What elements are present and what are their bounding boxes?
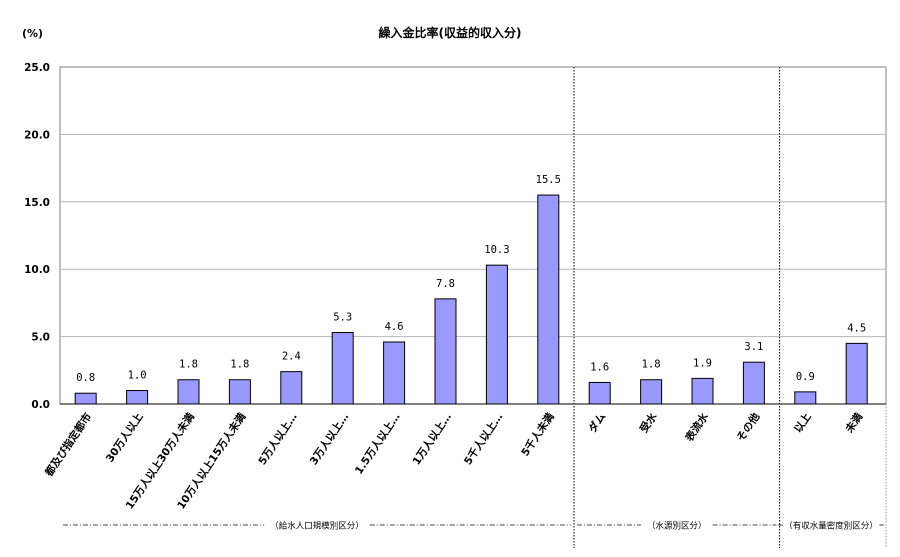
value-label: 2.4 (282, 351, 301, 363)
y-unit-label: (%) (22, 27, 43, 40)
value-label: 10.3 (484, 244, 509, 256)
bar (331, 332, 354, 405)
x-tick-label: 30万人以上 (103, 410, 146, 465)
value-label: 1.8 (642, 359, 661, 371)
gridlines (59, 66, 887, 548)
group-label: （水源別区分） (647, 521, 707, 532)
y-tick-label: 10.0 (24, 264, 50, 276)
bar (640, 379, 663, 405)
bar (794, 391, 817, 405)
x-tick-label: 受水 (637, 410, 660, 435)
value-label: 1.8 (230, 359, 249, 371)
x-tick-label: 都及び指定都市 (42, 410, 95, 479)
bar (537, 194, 560, 405)
x-tick-label: その他 (734, 410, 763, 444)
value-label: 0.8 (76, 372, 95, 384)
value-label: 0.9 (796, 371, 815, 383)
bar (228, 379, 251, 405)
bar (845, 342, 868, 405)
value-label: 1.6 (590, 361, 609, 373)
value-label: 4.6 (385, 321, 404, 333)
bar (691, 377, 714, 405)
x-tick-label: 5千人未満 (518, 410, 557, 459)
x-tick-label: 3万人以上… (307, 410, 351, 467)
x-tick-label: ダム (586, 410, 609, 435)
group-labels: （給水人口規模別区分） （水源別区分） （有収水量密度別区分） (63, 521, 884, 532)
x-tick-label: 1万人以上… (410, 410, 454, 467)
value-label: 4.5 (847, 322, 866, 334)
value-label: 1.0 (128, 370, 147, 382)
y-tick-label: 15.0 (24, 197, 50, 209)
value-label: 15.5 (536, 174, 561, 186)
x-tick-label: 以上 (791, 410, 814, 435)
bar (383, 341, 406, 405)
value-label: 1.9 (693, 357, 712, 369)
bar (177, 379, 200, 405)
group-label: （給水人口規模別区分） (270, 521, 364, 532)
y-axis: 0.0 5.0 10.0 15.0 20.0 25.0 (24, 62, 50, 411)
x-tick-label: 5万人以上… (256, 410, 300, 467)
y-tick-label: 5.0 (31, 332, 50, 344)
y-tick-label: 25.0 (24, 62, 50, 74)
plot-frame (59, 66, 887, 405)
group-label: （有収水量密度別区分） (784, 521, 878, 532)
bar (485, 264, 508, 405)
value-labels: 0.8 1.0 1.8 1.8 2.4 5.3 4.6 7.8 10.3 15.5 1.6 1.8 1.… (76, 174, 866, 384)
bar (434, 298, 457, 405)
value-label: 1.8 (179, 359, 198, 371)
bar (280, 371, 303, 405)
value-label: 5.3 (333, 312, 352, 324)
value-label: 7.8 (436, 278, 455, 290)
y-tick-label: 0.0 (31, 399, 50, 411)
bar (742, 361, 765, 405)
bar (588, 381, 611, 405)
x-tick-label: 5千人以上… (461, 410, 505, 467)
value-label: 3.1 (744, 341, 763, 353)
chart-title: 繰入金比率(収益的収入分) (379, 25, 522, 40)
bar (126, 390, 149, 405)
x-tick-label: 表流水 (682, 410, 711, 445)
bar (74, 392, 97, 405)
y-tick-label: 20.0 (24, 129, 50, 141)
bars (74, 194, 868, 405)
x-tick-label: 1.5万人以上… (352, 410, 403, 476)
x-tick-label: 未満 (842, 410, 865, 436)
